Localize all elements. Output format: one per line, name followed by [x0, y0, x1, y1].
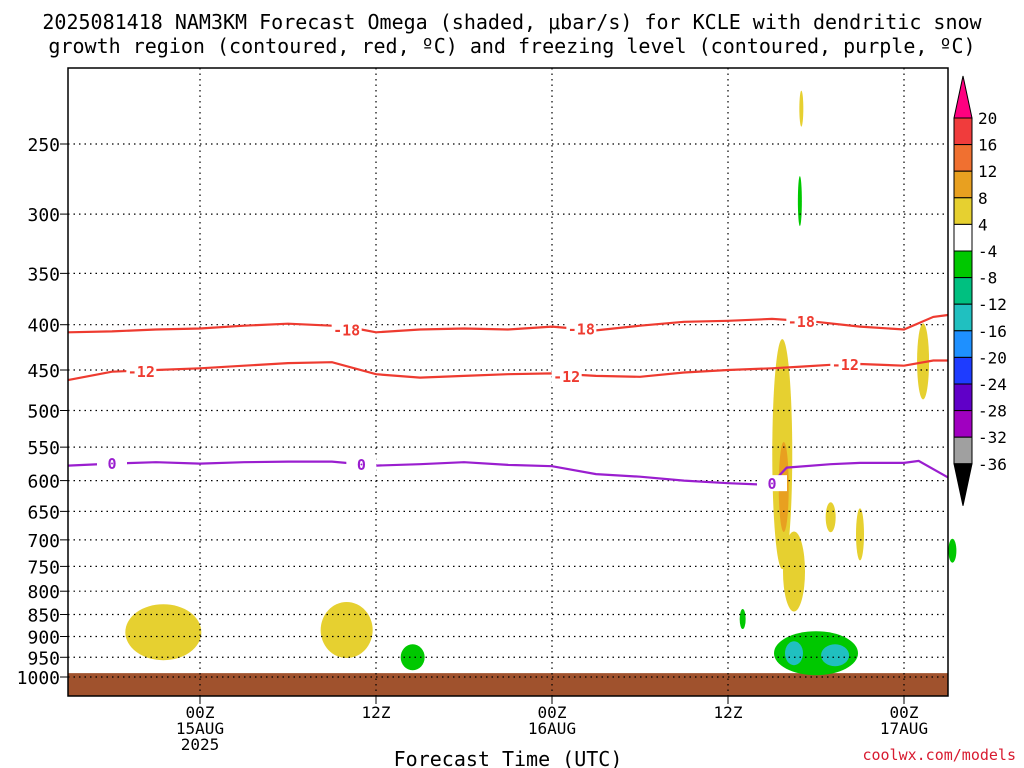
- colorbar-label-11: -28: [978, 402, 1007, 421]
- colorbar-band-7: [953, 277, 973, 305]
- y-tick-label-900: 900: [27, 627, 60, 648]
- contour-label-0-0: -18: [333, 321, 360, 339]
- contour-label-bg-2-2: [757, 475, 787, 492]
- y-tick-label-550: 550: [27, 438, 60, 459]
- colorbar-band-3: [953, 170, 973, 199]
- y-tick-label-250: 250: [27, 135, 60, 156]
- colorbar-band-11: [953, 383, 973, 412]
- contour-label-bg-2-0: [97, 454, 127, 471]
- x-tick-label-6-0: 00Z: [186, 703, 215, 722]
- colorbar-label-8: -16: [978, 322, 1007, 341]
- colorbar-bottom-arrow: [953, 463, 973, 506]
- colorbar: 20 16 12 8 4 -4 -8 -12 -16 -20 -24 -28 -32 -36: [953, 75, 1007, 506]
- omega-shaded-region-7: [799, 90, 804, 127]
- x-tick-label-30-0: 00Z: [538, 703, 567, 722]
- contour-label-bg-1-2: [830, 355, 861, 372]
- y-tick-label-600: 600: [27, 472, 60, 493]
- omega-shaded-region-11: [739, 609, 746, 630]
- colorbar-band-1: [953, 117, 973, 146]
- plot-frame: [67, 67, 949, 697]
- colorbar-label-10: -24: [978, 375, 1007, 394]
- contour-label-1-0: -12: [128, 363, 155, 381]
- omega-shaded-region-15: [821, 644, 850, 667]
- colorbar-band-4: [953, 197, 973, 225]
- colorbar-label-4: 4: [978, 215, 988, 234]
- contour-label-bg-0-0: [331, 321, 362, 338]
- y-tick-label-800: 800: [27, 582, 60, 603]
- colorbar-band-5: [953, 223, 973, 252]
- y-tick-label-950: 950: [27, 648, 60, 669]
- y-tick-label-650: 650: [27, 502, 60, 523]
- contour-label-bg-0-1: [566, 320, 597, 337]
- contour-label-bg-1-0: [126, 362, 157, 379]
- x-tick-label-54-1: 17AUG: [880, 719, 928, 738]
- y-tick-label-1000: 1000: [17, 668, 60, 689]
- chart-title-line2: growth region (contoured, red, ºC) and f…: [48, 34, 976, 58]
- colorbar-label-2: 12: [978, 162, 997, 181]
- y-tick-label-850: 850: [27, 606, 60, 627]
- colorbar-label-13: -36: [978, 455, 1007, 474]
- omega-shaded-region-3: [783, 531, 805, 612]
- contour-label-2-2: 0: [767, 475, 776, 493]
- contour-label-0-2: -18: [788, 313, 815, 331]
- omega-shaded-region-6: [825, 502, 836, 533]
- contour-label-1-1: -12: [553, 368, 580, 386]
- colorbar-label-12: -32: [978, 428, 1007, 447]
- x-tick-label-6-2: 2025: [181, 735, 220, 754]
- colorbar-label-7: -12: [978, 295, 1007, 314]
- contour-label-2-0: 0: [107, 455, 116, 473]
- contour-0-line: [67, 459, 949, 486]
- y-tick-label-500: 500: [27, 402, 60, 423]
- x-tick-label-42-0: 12Z: [714, 703, 743, 722]
- colorbar-top-arrow: [953, 75, 973, 119]
- omega-shaded-region-14: [785, 641, 803, 666]
- omega-shaded-region-13: [948, 538, 957, 563]
- colorbar-band-8: [953, 303, 973, 332]
- y-tick-label-450: 450: [27, 361, 60, 382]
- contour-label-2-1: 0: [357, 456, 366, 474]
- x-tick-label-18-0: 12Z: [362, 703, 391, 722]
- omega-shaded-region-1: [320, 602, 373, 659]
- contour-label-bg-2-1: [346, 456, 377, 473]
- y-tick-label-350: 350: [27, 264, 60, 285]
- x-axis-label: Forecast Time (UTC): [394, 747, 623, 768]
- colorbar-band-2: [953, 144, 973, 172]
- plot-area: 2503003504004505005506006507007508008509…: [17, 67, 957, 754]
- colorbar-label-1: 16: [978, 136, 997, 155]
- x-tick-label-6-1: 15AUG: [176, 719, 224, 738]
- y-tick-label-300: 300: [27, 205, 60, 226]
- colorbar-band-12: [953, 410, 973, 438]
- contour-label-bg-1-1: [551, 367, 582, 384]
- colorbar-label-5: -4: [978, 242, 997, 261]
- contour-label-bg-0-2: [786, 312, 817, 329]
- colorbar-label-6: -8: [978, 269, 997, 288]
- colorbar-label-0: 20: [978, 109, 997, 128]
- colorbar-band-9: [953, 330, 973, 358]
- contour-minus18-line: [67, 313, 949, 334]
- colorbar-label-9: -20: [978, 348, 1007, 367]
- omega-shaded-region-0: [125, 604, 202, 661]
- credit-text: coolwx.com/models: [862, 746, 1016, 764]
- colorbar-label-3: 8: [978, 189, 988, 208]
- colorbar-band-6: [953, 250, 973, 279]
- x-tick-label-54-0: 00Z: [890, 703, 919, 722]
- chart-title-line1: 2025081418 NAM3KM Forecast Omega (shaded…: [42, 10, 982, 34]
- contour-label-0-1: -18: [568, 321, 595, 339]
- colorbar-band-10: [953, 356, 973, 385]
- y-tick-label-700: 700: [27, 531, 60, 552]
- contour-label-1-2: -12: [832, 356, 859, 374]
- y-tick-label-750: 750: [27, 557, 60, 578]
- y-tick-label-400: 400: [27, 316, 60, 337]
- x-tick-label-30-1: 16AUG: [528, 719, 576, 738]
- colorbar-band-13: [953, 436, 973, 465]
- omega-shaded-region-5: [856, 508, 864, 561]
- omega-shaded-region-12: [797, 176, 802, 227]
- omega-shaded-region-9: [400, 644, 425, 671]
